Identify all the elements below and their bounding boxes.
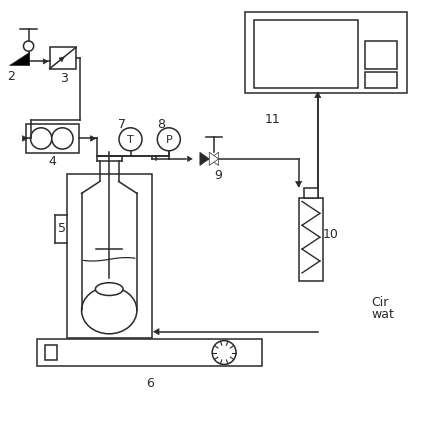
Circle shape [157,129,180,151]
Polygon shape [22,136,27,142]
Bar [49,48,76,69]
Polygon shape [153,329,158,335]
Text: 2: 2 [7,69,15,82]
Bar [66,175,151,338]
Bar [303,189,317,198]
Text: 5: 5 [58,222,66,234]
Text: 6: 6 [145,376,153,389]
Circle shape [119,129,142,151]
Text: P: P [165,135,172,145]
Polygon shape [199,153,209,166]
Text: 10: 10 [322,228,338,241]
Text: 9: 9 [213,168,221,181]
Text: 3: 3 [60,72,67,84]
Bar [26,125,79,153]
Circle shape [30,129,52,150]
Text: 11: 11 [264,113,279,126]
Polygon shape [209,153,218,166]
Circle shape [23,42,34,52]
Polygon shape [295,182,301,187]
Text: Cir: Cir [370,296,387,309]
Polygon shape [59,58,64,63]
Text: T: T [127,135,134,145]
Bar [364,42,396,69]
Polygon shape [209,153,218,166]
Text: wat: wat [370,307,393,320]
Circle shape [52,129,73,150]
Bar [253,20,357,89]
Polygon shape [90,136,95,142]
Bar [45,345,57,360]
Polygon shape [187,157,192,162]
Circle shape [212,341,236,365]
Ellipse shape [95,283,123,296]
Polygon shape [9,53,29,66]
Bar [245,14,406,94]
Text: 8: 8 [157,117,165,130]
Bar [364,72,396,89]
Polygon shape [314,93,320,98]
Polygon shape [43,60,48,65]
Text: 4: 4 [49,155,56,168]
Bar [37,340,262,366]
Ellipse shape [81,287,137,334]
Text: 7: 7 [118,117,126,130]
Bar [298,198,322,281]
